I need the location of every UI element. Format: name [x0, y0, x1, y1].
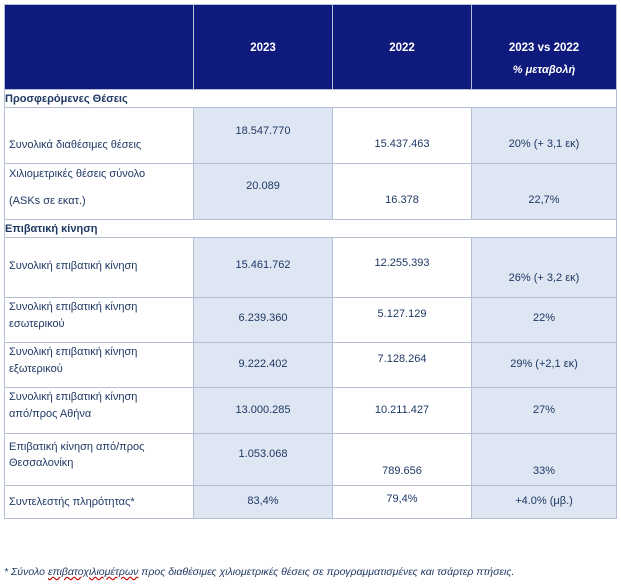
value-2022: 16.378 [332, 163, 472, 220]
value-2023: 20.089 [193, 163, 333, 220]
value-change: 33% [471, 433, 617, 486]
value-2022: 10.211.427 [332, 387, 472, 434]
header-empty-cell [4, 4, 194, 90]
row-label: Συντελεστής πληρότητας* [4, 485, 194, 519]
section-title-traffic: Επιβατική κίνηση [4, 219, 617, 238]
value-2023: 18.547.770 [193, 107, 333, 164]
table-row: Συνολική επιβατική κίνηση εξωτερικού 9.2… [4, 342, 617, 388]
footnote-suffix: προς διαθέσιμες χιλιομετρικές θέσεις σε … [138, 566, 515, 578]
value-2023: 15.461.762 [193, 237, 333, 298]
footnote: * Σύνολο επιβατοχιλιομέτρων προς διαθέσι… [4, 566, 514, 578]
row-label: Επιβατική κίνηση από/προς Θεσσαλονίκη [4, 433, 194, 486]
value-2023: 1.053.068 [193, 433, 333, 486]
header-change-sublabel: % μεταβολή [512, 64, 576, 76]
value-2023: 9.222.402 [193, 342, 333, 388]
value-change: 29% (+2,1 εκ) [471, 342, 617, 388]
header-2023-label: 2023 [250, 42, 276, 54]
value-change: +4.0% (μβ.) [471, 485, 617, 519]
value-change: 26% (+ 3,2 εκ) [471, 237, 617, 298]
table-row: Συνολική επιβατική κίνηση 15.461.762 12.… [4, 237, 617, 298]
table-row: Συνολικά διαθέσιμες θέσεις 18.547.770 15… [4, 107, 617, 164]
header-row: 2023 2022 2023 vs 2022 % μεταβολή [4, 4, 617, 90]
value-2022: 12.255.393 [332, 237, 472, 298]
value-change: 27% [471, 387, 617, 434]
section-row-seats: Προσφερόμενες Θέσεις [4, 89, 617, 108]
table-row: Συνολική επιβατική κίνηση εσωτερικού 6.2… [4, 297, 617, 343]
row-label: Συνολικά διαθέσιμες θέσεις [4, 107, 194, 164]
statistics-table: 2023 2022 2023 vs 2022 % μεταβολή Προσφε… [4, 4, 617, 519]
footnote-prefix: * Σύνολο [4, 566, 48, 578]
section-title-seats: Προσφερόμενες Θέσεις [4, 89, 617, 108]
header-2023: 2023 [193, 4, 333, 90]
value-2023: 13.000.285 [193, 387, 333, 434]
value-change: 22,7% [471, 163, 617, 220]
value-2022: 5.127.129 [332, 297, 472, 343]
footnote-underlined-term: επιβατοχιλιομέτρων [47, 566, 139, 578]
header-change: 2023 vs 2022 % μεταβολή [471, 4, 617, 90]
section-row-traffic: Επιβατική κίνηση [4, 219, 617, 238]
row-label: Χιλιομετρικές θέσεις σύνολο (ASKs σε εκα… [4, 163, 194, 220]
value-change: 22% [471, 297, 617, 343]
header-2022: 2022 [332, 4, 472, 90]
header-2022-label: 2022 [389, 42, 415, 54]
table-row: Συντελεστής πληρότητας* 83,4% 79,4% +4.0… [4, 485, 617, 519]
header-change-label: 2023 vs 2022 [508, 42, 580, 54]
value-2023: 83,4% [193, 485, 333, 519]
value-2022: 789.656 [332, 433, 472, 486]
value-2022: 79,4% [332, 485, 472, 519]
row-label: Συνολική επιβατική κίνηση εξωτερικού [4, 342, 194, 388]
table-row: Επιβατική κίνηση από/προς Θεσσαλονίκη 1.… [4, 433, 617, 486]
value-2023: 6.239.360 [193, 297, 333, 343]
row-label: Συνολική επιβατική κίνηση εσωτερικού [4, 297, 194, 343]
table-row: Χιλιομετρικές θέσεις σύνολο (ASKs σε εκα… [4, 163, 617, 220]
value-change: 20% (+ 3,1 εκ) [471, 107, 617, 164]
value-2022: 15.437.463 [332, 107, 472, 164]
row-label: Συνολική επιβατική κίνηση από/προς Αθήνα [4, 387, 194, 434]
value-2022: 7.128.264 [332, 342, 472, 388]
row-label: Συνολική επιβατική κίνηση [4, 237, 194, 298]
table-row: Συνολική επιβατική κίνηση από/προς Αθήνα… [4, 387, 617, 434]
